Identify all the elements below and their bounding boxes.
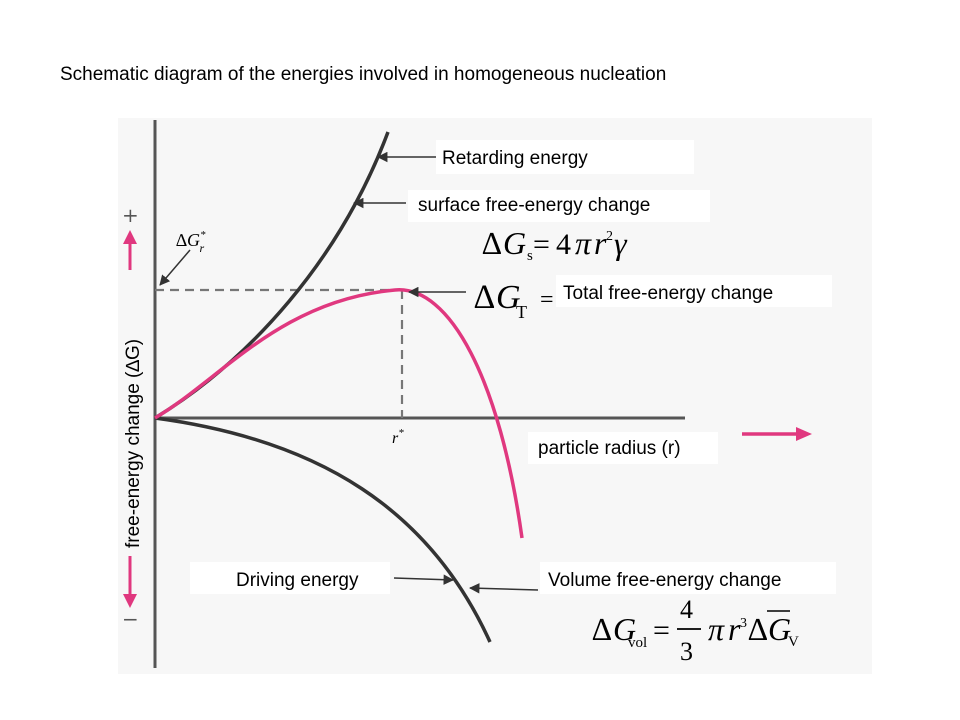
svg-text:G: G <box>503 225 526 261</box>
svg-text:∆: ∆ <box>474 279 495 316</box>
svg-text:G: G <box>768 611 791 647</box>
surface-energy-equation: ∆ G s = 4 π r 2 γ <box>482 225 628 264</box>
y-axis-label: free-energy change (∆G) <box>123 339 144 548</box>
svg-text:∆: ∆ <box>592 611 612 647</box>
volume-pointer <box>468 583 539 594</box>
svg-text:s: s <box>527 248 533 264</box>
svg-text:G: G <box>613 611 636 647</box>
total-energy-curve <box>154 288 524 539</box>
svg-text:∆: ∆ <box>482 225 502 261</box>
total-change-label: Total free-energy change <box>563 283 773 304</box>
critical-energy-pointer <box>159 249 191 286</box>
diagram-title: Schematic diagram of the energies involv… <box>60 64 667 85</box>
volume-energy-curve <box>154 416 492 643</box>
svg-text:=: = <box>653 614 670 647</box>
svg-text:V: V <box>788 634 799 650</box>
svg-text:γ: γ <box>614 225 628 261</box>
svg-text:2: 2 <box>606 229 613 244</box>
volume-energy-equation: ∆ G vol = 4 3 π r 3 ∆ G V <box>592 595 799 666</box>
surface-change-label: surface free-energy change <box>418 195 650 216</box>
y-up-arrow-icon <box>123 230 137 270</box>
svg-text:3: 3 <box>740 616 747 631</box>
svg-text:=: = <box>533 228 550 261</box>
minus-sign: − <box>122 607 139 631</box>
svg-text:r: r <box>594 225 607 261</box>
svg-text:∆: ∆ <box>748 611 768 647</box>
total-energy-equation: ∆ G T = <box>474 279 554 322</box>
svg-text:vol: vol <box>628 635 647 651</box>
x-axis-label: particle radius (r) <box>538 438 681 459</box>
svg-text:π: π <box>708 611 725 647</box>
svg-text:G: G <box>496 279 521 316</box>
svg-text:π: π <box>575 225 592 261</box>
svg-text:3: 3 <box>680 637 693 666</box>
svg-text:4: 4 <box>680 595 693 624</box>
retarding-energy-label: Retarding energy <box>442 148 588 169</box>
y-down-arrow-icon <box>123 556 137 608</box>
svg-text:=: = <box>540 287 554 313</box>
svg-text:T: T <box>516 302 527 322</box>
svg-text:4: 4 <box>556 228 571 261</box>
driving-pointer <box>393 574 455 585</box>
x-direction-arrow-icon <box>742 427 812 441</box>
driving-energy-label: Driving energy <box>236 570 359 591</box>
plus-sign: + <box>122 203 139 227</box>
volume-change-label: Volume free-energy change <box>548 570 781 591</box>
svg-text:r: r <box>728 611 741 647</box>
